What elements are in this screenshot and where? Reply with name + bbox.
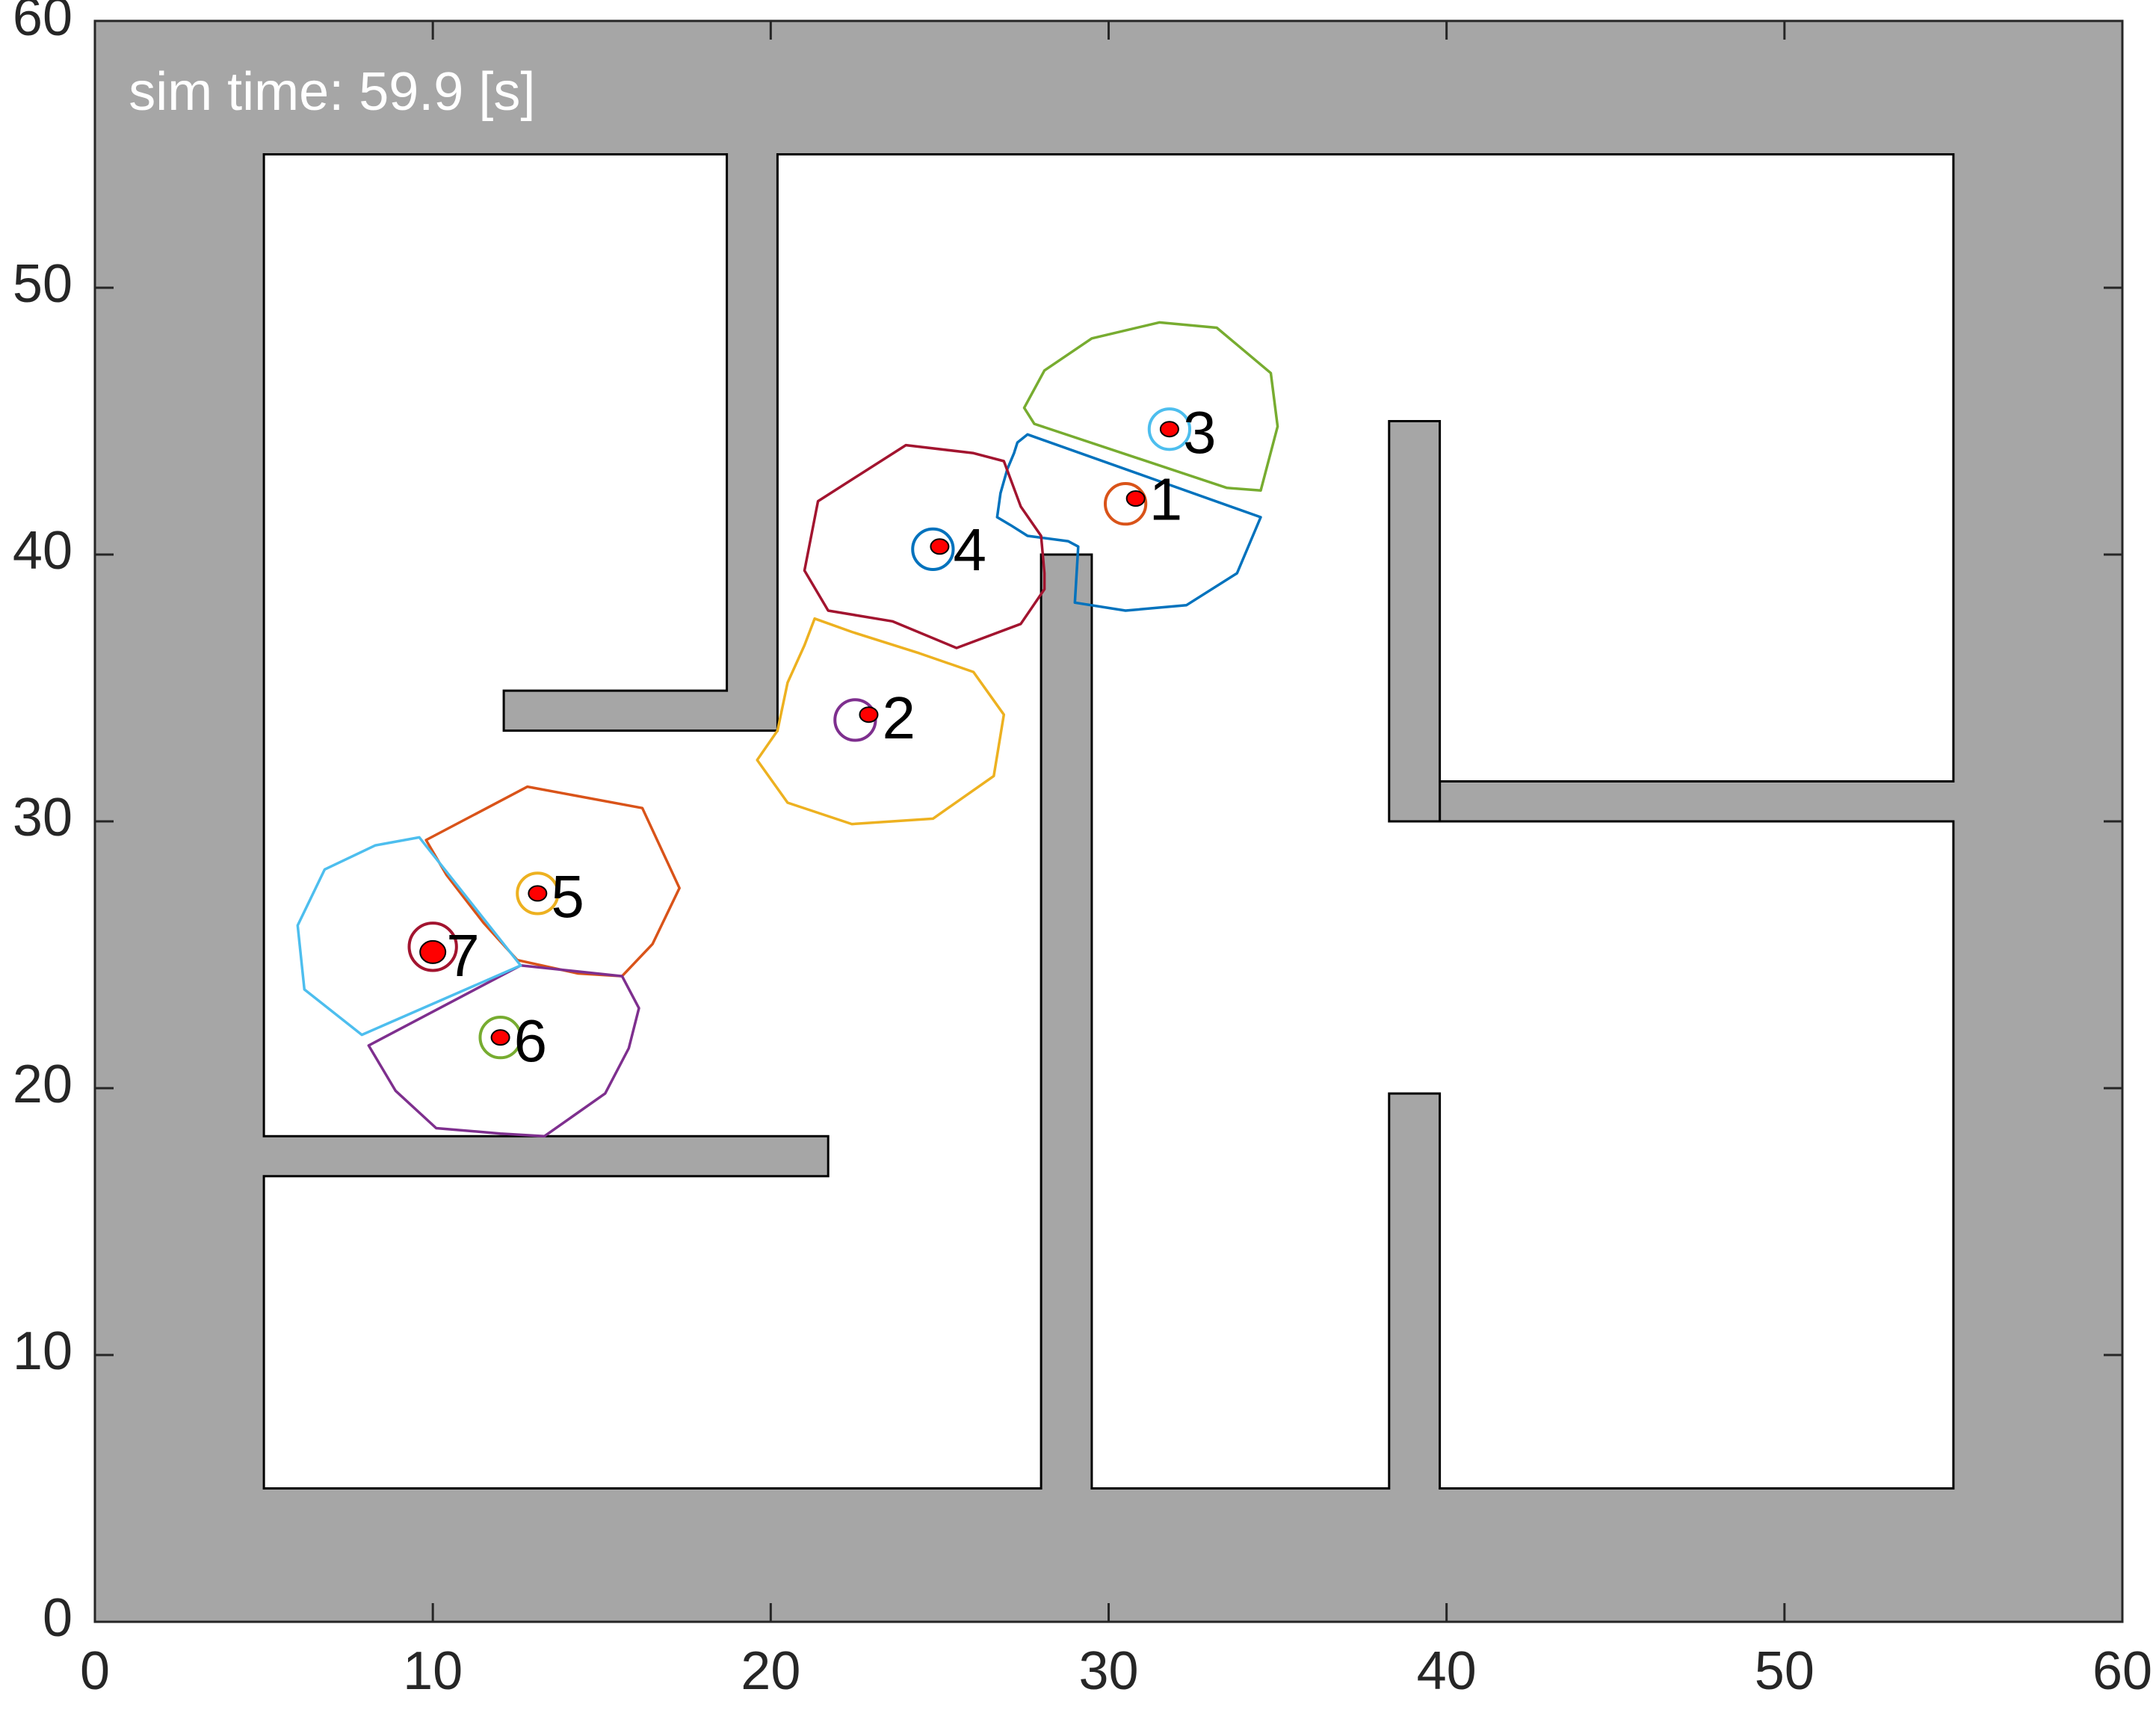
robot-label-1: 1 <box>1149 466 1183 532</box>
robot-label-2: 2 <box>883 685 916 751</box>
sim-time-label: sim time: 59.9 [s] <box>129 62 535 122</box>
robot-dot-4 <box>930 538 950 555</box>
x-tick-label: 20 <box>741 1641 800 1701</box>
y-tick-label: 50 <box>13 254 72 314</box>
x-tick-label: 30 <box>1078 1641 1138 1701</box>
robot-dot-5 <box>528 885 548 902</box>
robot-label-3: 3 <box>1183 399 1217 466</box>
x-tick-label: 10 <box>403 1641 463 1701</box>
y-tick-label: 10 <box>13 1321 72 1381</box>
robot-dot-6 <box>490 1029 510 1046</box>
x-tick-label: 60 <box>2092 1641 2152 1701</box>
sensing-cell-robot-2 <box>756 617 1006 826</box>
robot-ring-3 <box>1147 407 1192 451</box>
x-tick-label: 0 <box>80 1641 110 1701</box>
sensing-cells-layer <box>296 321 1279 1138</box>
robot-label-6: 6 <box>514 1007 548 1074</box>
robot-ring-6 <box>478 1016 522 1060</box>
free-space-region <box>262 153 1955 1490</box>
robot-label-4: 4 <box>954 516 987 583</box>
x-tick-label: 40 <box>1417 1641 1477 1701</box>
robot-ring-5 <box>516 871 560 916</box>
sensing-cell-robot-3 <box>1022 321 1279 493</box>
robot-dot-3 <box>1159 421 1179 438</box>
robot-ring-4 <box>911 527 955 571</box>
map-layer <box>95 21 2122 1622</box>
wall-pillar <box>1388 420 1442 823</box>
robot-label-7: 7 <box>446 922 480 989</box>
robot-label-5: 5 <box>551 863 584 930</box>
sensing-cell-robot-7 <box>296 836 522 1037</box>
sensing-cell-robot-4 <box>803 443 1046 649</box>
robot-dot-1 <box>1125 490 1146 507</box>
y-tick-label: 20 <box>13 1055 72 1114</box>
x-tick-label: 50 <box>1755 1641 1814 1701</box>
y-tick-label: 0 <box>43 1588 72 1648</box>
robot-ring-1 <box>1103 482 1148 526</box>
sensing-cell-robot-6 <box>367 964 640 1138</box>
robots-layer: 1 2 3 4 5 67 <box>407 399 1217 1074</box>
robot-ring-7 <box>407 922 458 972</box>
robot-dot-2 <box>859 706 879 723</box>
robot-dot-7 <box>419 939 447 964</box>
y-tick-label: 60 <box>13 0 72 47</box>
sensing-cell-robot-1 <box>995 433 1262 612</box>
y-tick-label: 40 <box>13 521 72 581</box>
axes-layer: 0 10 20 30 40 50 60 0 10 20 30 40 50 60 <box>13 0 2152 1701</box>
y-tick-label: 30 <box>13 788 72 848</box>
